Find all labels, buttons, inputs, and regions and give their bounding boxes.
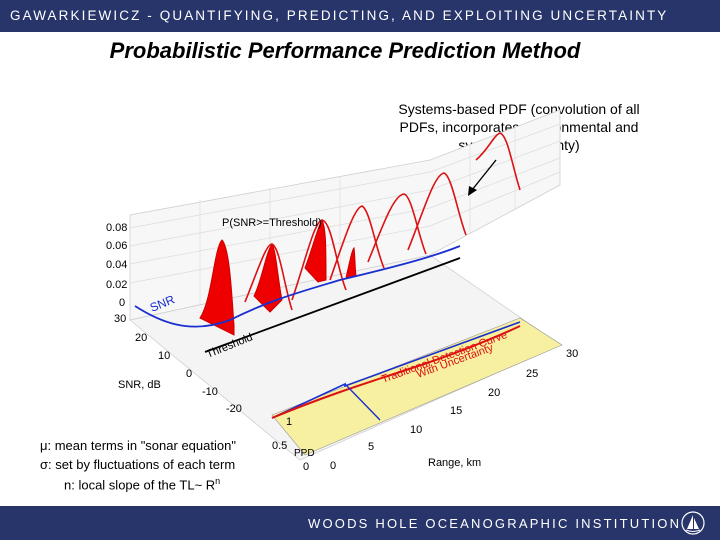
snr-tick-1: 20 <box>135 332 147 344</box>
snr-tick-5: -20 <box>226 403 242 415</box>
snr-axis: 30 20 10 0 -10 -20 SNR, dB <box>114 313 242 415</box>
ppd-plane <box>271 317 563 456</box>
ppd-tick-0: 1 <box>286 416 292 428</box>
snr-tick-0: 30 <box>114 313 126 325</box>
n-symbol: n <box>64 477 72 493</box>
pdf-tick-3: 0.02 <box>106 279 127 291</box>
pdf-tick-0: 0.08 <box>106 222 127 234</box>
footer-text: WOODS HOLE OCEANOGRAPHIC INSTITUTION <box>308 516 682 531</box>
sigma-symbol: σ <box>40 457 49 472</box>
whoi-logo-icon <box>681 511 705 535</box>
range-tick-2: 10 <box>410 424 422 436</box>
pdf-curve-5 <box>367 193 427 263</box>
pdf-curve-3 <box>291 219 347 301</box>
mu-symbol: μ <box>40 438 48 453</box>
range-axis: 0 5 10 15 20 25 30 Range, km <box>330 348 578 472</box>
pdf-tick-1: 0.06 <box>106 240 127 252</box>
n-exponent: n <box>215 476 221 486</box>
pdf-curve-2 <box>244 243 293 311</box>
pdf-curve-7 <box>475 132 521 191</box>
snr-axis-label: SNR, dB <box>118 379 161 391</box>
prob-label: P(SNR>=Threshold) <box>222 217 322 229</box>
snr-tick-4: -10 <box>202 386 218 398</box>
header-text: GAWARKIEWICZ - QUANTIFYING, PREDICTING, … <box>10 8 669 23</box>
range-axis-label: Range, km <box>428 457 481 469</box>
header-bar: GAWARKIEWICZ - QUANTIFYING, PREDICTING, … <box>0 0 720 32</box>
pdf-curves <box>199 132 521 336</box>
pdf-curve-4 <box>329 205 385 281</box>
sigma-text: : set by fluctuations of each term <box>48 457 236 472</box>
drop-line <box>344 383 381 421</box>
range-tick-0: 0 <box>330 460 336 472</box>
slide-title: Probabilistic Performance Prediction Met… <box>109 38 581 63</box>
ppd-label: PPD <box>294 448 315 459</box>
uncertainty-detection-curve <box>271 325 521 419</box>
legend-mu: μ: mean terms in "sonar equation" <box>40 438 236 453</box>
pdf-curve-6 <box>407 172 467 251</box>
snr-tick-2: 10 <box>158 350 170 362</box>
mu-text: : mean terms in "sonar equation" <box>47 438 236 453</box>
ppd-tick-2: 0 <box>303 461 309 473</box>
threshold-line <box>204 257 461 353</box>
annotation-line-1: Systems-based PDF (convolution of all <box>398 101 640 117</box>
range-tick-3: 15 <box>450 405 462 417</box>
range-tick-1: 5 <box>368 441 374 453</box>
ppd-tick-1: 0.5 <box>272 440 287 452</box>
pdf-filled-4 <box>345 246 357 279</box>
snr-mean-curve <box>134 245 461 328</box>
legend-n: n: local slope of the TL~ Rn <box>64 476 220 492</box>
ppd-axis: 1 0.5 0 PPD <box>272 416 315 473</box>
pdf-tick-4: 0 <box>119 297 125 309</box>
footer-bar: WOODS HOLE OCEANOGRAPHIC INSTITUTION <box>0 506 720 540</box>
snr-tick-3: 0 <box>186 368 192 380</box>
range-tick-6: 30 <box>566 348 578 360</box>
range-tick-4: 20 <box>488 387 500 399</box>
annotation-arrow-line <box>471 159 497 191</box>
legend-sigma: σ: set by fluctuations of each term <box>40 457 235 472</box>
n-text: : local slope of the TL~ R <box>71 477 216 493</box>
pdf-axis: 0.08 0.06 0.04 0.02 0 <box>106 222 127 309</box>
pdf-tick-2: 0.04 <box>106 259 127 271</box>
annotation-arrow-head <box>468 186 477 196</box>
pdf-filled-1 <box>199 239 235 336</box>
range-tick-5: 25 <box>526 368 538 380</box>
